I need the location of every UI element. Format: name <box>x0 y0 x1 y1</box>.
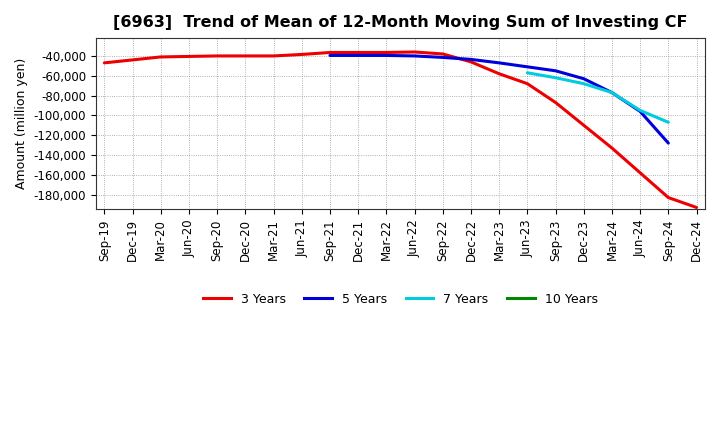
7 Years <box>523 70 531 75</box>
Legend: 3 Years, 5 Years, 7 Years, 10 Years: 3 Years, 5 Years, 7 Years, 10 Years <box>198 288 603 311</box>
3 Years <box>269 53 278 59</box>
3 Years <box>410 49 419 55</box>
5 Years <box>552 68 560 73</box>
5 Years <box>438 55 447 60</box>
5 Years <box>410 53 419 59</box>
3 Years <box>325 50 334 55</box>
3 Years <box>382 50 391 55</box>
3 Years <box>692 205 701 210</box>
5 Years <box>664 140 672 146</box>
3 Years <box>552 100 560 105</box>
7 Years <box>580 81 588 86</box>
7 Years <box>608 90 616 95</box>
3 Years <box>128 57 137 62</box>
3 Years <box>184 54 193 59</box>
3 Years <box>354 50 362 55</box>
5 Years <box>636 109 644 114</box>
Line: 7 Years: 7 Years <box>527 73 668 122</box>
3 Years <box>664 195 672 200</box>
3 Years <box>523 81 531 86</box>
3 Years <box>580 123 588 128</box>
5 Years <box>523 64 531 70</box>
3 Years <box>241 53 250 59</box>
3 Years <box>213 53 222 59</box>
3 Years <box>156 54 165 59</box>
3 Years <box>438 51 447 57</box>
5 Years <box>580 76 588 81</box>
5 Years <box>608 90 616 95</box>
5 Years <box>354 53 362 58</box>
3 Years <box>495 71 503 77</box>
5 Years <box>325 53 334 58</box>
5 Years <box>467 57 475 62</box>
5 Years <box>382 53 391 58</box>
Line: 5 Years: 5 Years <box>330 55 668 143</box>
3 Years <box>100 60 109 66</box>
3 Years <box>636 170 644 176</box>
7 Years <box>552 75 560 81</box>
Y-axis label: Amount (million yen): Amount (million yen) <box>15 58 28 189</box>
7 Years <box>664 120 672 125</box>
Title: [6963]  Trend of Mean of 12-Month Moving Sum of Investing CF: [6963] Trend of Mean of 12-Month Moving … <box>113 15 688 30</box>
3 Years <box>297 52 306 57</box>
7 Years <box>636 108 644 113</box>
5 Years <box>495 60 503 66</box>
3 Years <box>608 145 616 150</box>
Line: 3 Years: 3 Years <box>104 52 696 208</box>
3 Years <box>467 59 475 65</box>
